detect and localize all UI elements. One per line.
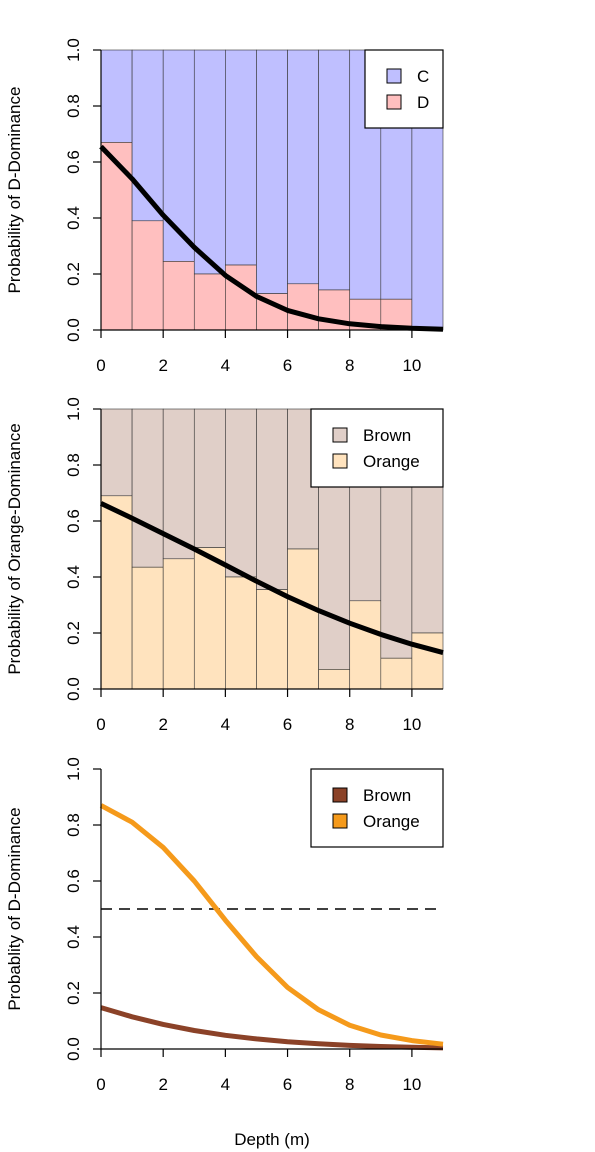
bar-c-4 bbox=[225, 49, 257, 266]
bar-brown-4 bbox=[225, 408, 257, 578]
bar-d-2 bbox=[162, 261, 195, 331]
legend-label: C bbox=[417, 67, 429, 86]
bar-brown-5 bbox=[256, 408, 288, 590]
legend-label: Brown bbox=[363, 426, 411, 445]
y-tick-label: 0.6 bbox=[64, 509, 83, 533]
legend-box bbox=[364, 49, 444, 129]
bar-orange-5 bbox=[256, 589, 288, 690]
bar-orange-8 bbox=[349, 600, 382, 690]
x-tick-label: 10 bbox=[402, 356, 421, 375]
y-tick-label: 1.0 bbox=[64, 397, 83, 421]
bar-c-2 bbox=[162, 49, 195, 262]
bar-orange-2 bbox=[162, 558, 195, 690]
x-tick-label: 8 bbox=[345, 1075, 354, 1094]
chart-panel-3: 0.0 0.2 0.4 0.6 0.8 1.0 0 2 4 6 8 10 Probablity of D… bbox=[5, 757, 444, 1094]
x-tick-label: 6 bbox=[283, 356, 292, 375]
x-axis-label: Depth (m) bbox=[234, 1130, 310, 1149]
legend-swatch-orange bbox=[332, 813, 348, 829]
y-tick-label: 0.0 bbox=[64, 677, 83, 701]
legend-swatch-d bbox=[386, 94, 402, 110]
bar-brown-3 bbox=[193, 408, 226, 548]
x-tick-label: 2 bbox=[158, 715, 167, 734]
x-tick-label: 6 bbox=[283, 715, 292, 734]
bar-orange-7 bbox=[318, 669, 351, 690]
bar-orange-10 bbox=[411, 632, 444, 690]
chart-panel-2: 0.0 0.2 0.4 0.6 0.8 1.0 0 2 4 6 8 10 Probability of … bbox=[5, 397, 444, 734]
y-axis-label: Probablity of D-Dominance bbox=[5, 807, 24, 1010]
legend: Brown Orange bbox=[310, 408, 444, 488]
legend-box bbox=[310, 408, 444, 488]
x-tick-label: 0 bbox=[96, 1075, 105, 1094]
y-tick-label: 0.2 bbox=[64, 621, 83, 645]
x-tick-label: 0 bbox=[96, 715, 105, 734]
x-tick-label: 10 bbox=[402, 715, 421, 734]
legend: CD bbox=[364, 49, 444, 129]
x-tick-label: 4 bbox=[221, 715, 230, 734]
bar-brown-0 bbox=[100, 408, 133, 497]
legend-swatch-c bbox=[386, 68, 402, 84]
series-line-orange bbox=[99, 803, 444, 1047]
series-line-brown bbox=[100, 1005, 444, 1051]
y-tick-label: 0.0 bbox=[64, 318, 83, 342]
y-tick-label: 0.6 bbox=[64, 150, 83, 174]
legend-label: D bbox=[417, 93, 429, 112]
bar-d-4 bbox=[225, 264, 257, 331]
bar-c-5 bbox=[256, 49, 288, 294]
y-tick-label: 0.8 bbox=[64, 813, 83, 837]
chart-panel-1: 0.0 0.2 0.4 0.6 0.8 1.0 0 2 4 6 8 10 Probability of … bbox=[5, 38, 444, 375]
x-tick-label: 4 bbox=[221, 356, 230, 375]
x-tick-label: 8 bbox=[345, 356, 354, 375]
bar-brown-1 bbox=[131, 408, 164, 568]
bar-orange-4 bbox=[225, 576, 257, 690]
x-tick-label: 8 bbox=[345, 715, 354, 734]
x-tick-label: 6 bbox=[283, 1075, 292, 1094]
x-tick-label: 2 bbox=[158, 356, 167, 375]
y-axis-label: Probability of D-Dominance bbox=[5, 87, 24, 294]
legend-label: Orange bbox=[363, 452, 420, 471]
bar-orange-0 bbox=[100, 495, 133, 690]
y-tick-label: 0.6 bbox=[64, 869, 83, 893]
bar-c-0 bbox=[100, 49, 133, 143]
x-tick-label: 4 bbox=[221, 1075, 230, 1094]
y-tick-label: 0.2 bbox=[64, 262, 83, 286]
fit-curve bbox=[99, 144, 444, 332]
bar-c-3 bbox=[193, 49, 226, 275]
bar-orange-3 bbox=[193, 547, 226, 690]
x-tick-label: 0 bbox=[96, 356, 105, 375]
bar-d-1 bbox=[131, 220, 164, 331]
fit-curve bbox=[99, 501, 444, 656]
y-tick-label: 1.0 bbox=[64, 757, 83, 781]
legend-swatch-brown bbox=[332, 427, 348, 443]
y-axis-label: Probability of Orange-Dominance bbox=[5, 423, 24, 674]
bar-c-7 bbox=[318, 49, 351, 291]
y-tick-label: 0.4 bbox=[64, 565, 83, 589]
legend: Brown Orange bbox=[310, 768, 444, 848]
y-tick-label: 0.8 bbox=[64, 453, 83, 477]
y-tick-label: 1.0 bbox=[64, 38, 83, 62]
legend-label: Orange bbox=[363, 812, 420, 831]
y-tick-label: 0.0 bbox=[64, 1037, 83, 1061]
bar-orange-6 bbox=[287, 548, 319, 690]
legend-swatch-orange bbox=[332, 453, 348, 469]
y-tick-label: 0.2 bbox=[64, 981, 83, 1005]
x-tick-label: 2 bbox=[158, 1075, 167, 1094]
bar-d-3 bbox=[193, 273, 226, 331]
bar-c-1 bbox=[131, 49, 164, 222]
legend-box bbox=[310, 768, 444, 848]
bar-d-6 bbox=[287, 283, 319, 331]
x-tick-label: 10 bbox=[402, 1075, 421, 1094]
legend-label: Brown bbox=[363, 786, 411, 805]
bar-orange-1 bbox=[131, 566, 164, 690]
bar-orange-9 bbox=[380, 657, 413, 690]
bar-c-6 bbox=[287, 49, 319, 285]
y-tick-label: 0.4 bbox=[64, 206, 83, 230]
legend-swatch-brown bbox=[332, 787, 348, 803]
y-tick-label: 0.4 bbox=[64, 925, 83, 949]
y-tick-label: 0.8 bbox=[64, 94, 83, 118]
